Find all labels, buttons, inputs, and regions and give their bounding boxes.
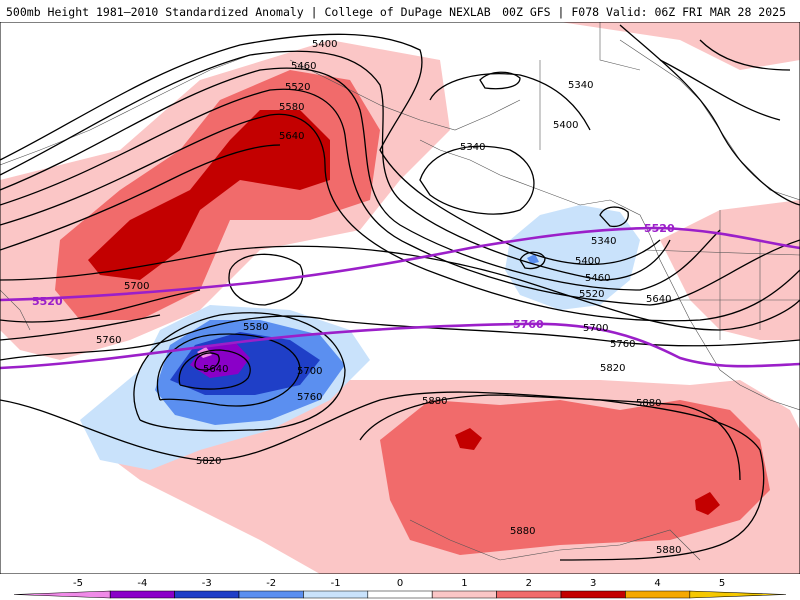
colorbar-tick-label: 0 xyxy=(397,578,403,589)
colorbar-segment xyxy=(109,590,175,599)
contour-label: 5700 xyxy=(583,323,608,334)
contour-label: 5760 xyxy=(297,392,322,403)
colorbar-tick-label: -1 xyxy=(331,578,341,589)
height-contour-labels: 5400 5460 5520 5580 5640 5700 5760 5340 … xyxy=(96,39,681,556)
contour-label: 5400 xyxy=(312,39,337,50)
colorbar-segment xyxy=(367,590,433,599)
contour-label: 5640 xyxy=(203,364,228,375)
contour-label: 5400 xyxy=(553,120,578,131)
highlight-contour-label: 5760 xyxy=(513,318,544,331)
contour-label: 5520 xyxy=(285,82,310,93)
colorbar-tick-label: 1 xyxy=(461,578,467,589)
model-run-info: 00Z GFS | F078 Valid: 06Z FRI MAR 28 202… xyxy=(502,5,786,19)
contour-label: 5400 xyxy=(575,256,600,267)
colorbar-tick-label: 4 xyxy=(654,578,660,589)
colorbar-segment xyxy=(560,590,626,599)
colorbar-segment xyxy=(625,590,691,599)
colorbar-tick-label: 5 xyxy=(719,578,725,589)
contour-label: 5880 xyxy=(422,396,447,407)
contour-label: 5520 xyxy=(579,289,604,300)
contour-label: 5640 xyxy=(646,294,671,305)
highlight-contour-label: 5520 xyxy=(32,295,63,308)
colorbar-segment xyxy=(689,590,787,599)
contour-label: 5340 xyxy=(591,236,616,247)
contour-label: 5880 xyxy=(636,398,661,409)
colorbar-segments xyxy=(13,590,787,599)
colorbar-segment xyxy=(13,590,111,599)
contour-label: 5340 xyxy=(460,142,485,153)
colorbar-ticks: -5 -4 -3 -2 -1 0 1 2 3 4 5 xyxy=(73,578,725,589)
colorbar-segment xyxy=(238,590,304,599)
contour-label: 5460 xyxy=(585,273,610,284)
highlight-contour-labels: 5520 5520 5760 xyxy=(32,222,675,331)
contour-label: 5820 xyxy=(196,456,221,467)
contour-label: 5640 xyxy=(279,131,304,142)
highlight-contour-label: 5520 xyxy=(644,222,675,235)
colorbar-tick-label: -2 xyxy=(266,578,276,589)
colorbar-segment xyxy=(174,590,240,599)
colorbar-tick-label: 3 xyxy=(590,578,596,589)
colorbar-tick-label: -5 xyxy=(73,578,83,589)
height-contours xyxy=(0,24,800,561)
header: 500mb Height 1981–2010 Standardized Anom… xyxy=(0,0,800,22)
colorbar-segment xyxy=(303,590,369,599)
contour-label: 5460 xyxy=(291,61,316,72)
contour-label: 5340 xyxy=(568,80,593,91)
contour-label: 5700 xyxy=(124,281,149,292)
contour-label: 5580 xyxy=(279,102,304,113)
colorbar-tick-label: -3 xyxy=(202,578,212,589)
contour-label: 5880 xyxy=(510,526,535,537)
contour-label: 5820 xyxy=(600,363,625,374)
contour-label: 5880 xyxy=(656,545,681,556)
highlight-contours xyxy=(0,226,800,370)
contour-label: 5580 xyxy=(243,322,268,333)
colorbar-tick-label: -4 xyxy=(137,578,147,589)
map-title: 500mb Height 1981–2010 Standardized Anom… xyxy=(6,5,491,19)
contour-label: 5760 xyxy=(96,335,121,346)
contour-label: 5760 xyxy=(610,339,635,350)
anomaly-map: 5400 5460 5520 5580 5640 5700 5760 5340 … xyxy=(0,22,800,574)
anomaly-colorbar: -5 -4 -3 -2 -1 0 1 2 3 4 5 xyxy=(13,578,787,599)
colorbar-tick-label: 2 xyxy=(526,578,532,589)
colorbar-segment xyxy=(496,590,562,599)
contour-label: 5700 xyxy=(297,366,322,377)
colorbar-segment xyxy=(431,590,497,599)
